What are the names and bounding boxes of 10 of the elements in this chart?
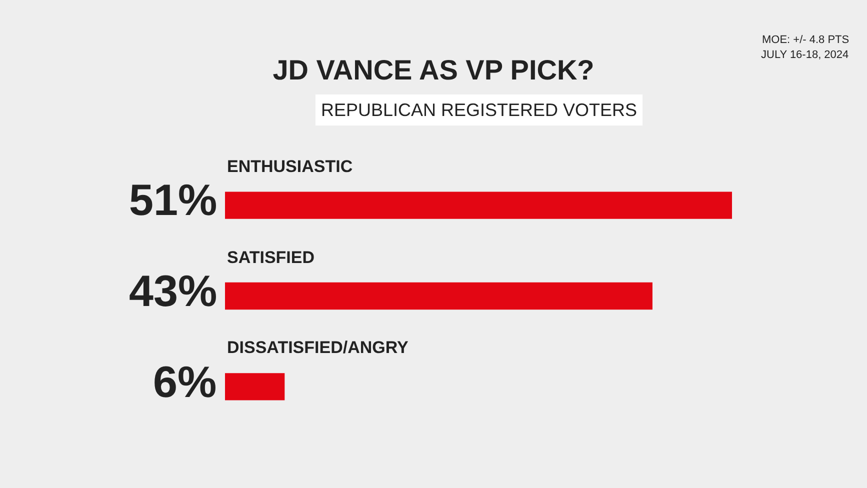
chart-title: JD VANCE AS VP PICK? [272, 54, 594, 86]
text: JULY 16-18, 2024 [761, 49, 849, 61]
y-tick-label: DISSATISFIED/ANGRY [227, 338, 410, 357]
data-label: 51% [129, 176, 218, 225]
data-label: 6% [153, 358, 217, 407]
text: MOE: +/- 4.8 PTS [762, 34, 850, 46]
data-label: 43% [129, 267, 218, 316]
y-tick-label: SATISFIED [227, 248, 315, 267]
y-tick-label: ENTHUSIASTIC [227, 157, 353, 176]
chart-subtitle: REPUBLICAN REGISTERED VOTERS [321, 100, 638, 120]
